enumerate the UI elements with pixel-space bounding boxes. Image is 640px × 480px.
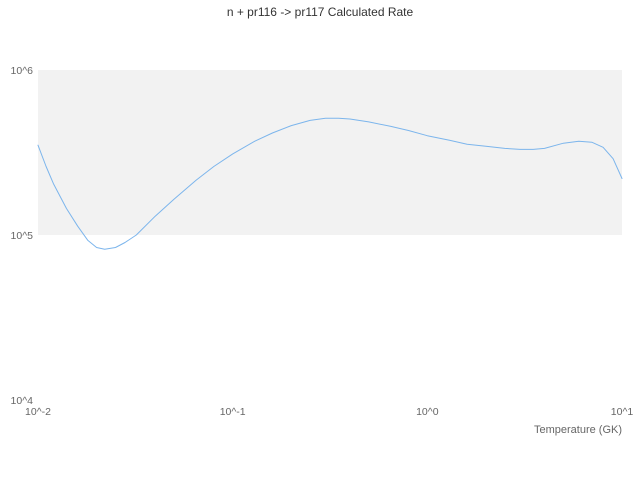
chart-title: n + pr116 -> pr117 Calculated Rate [226,5,414,19]
y-tick-label: 10^5 [11,230,34,242]
x-axis-title: Temperature (GK) [533,424,622,436]
x-tick-label: 10^-1 [220,406,246,418]
x-tick-label: 10^-2 [25,406,51,418]
y-tick-label: 10^6 [11,65,34,77]
plot-band [38,70,622,235]
x-tick-label: 10^1 [611,406,634,418]
calculated-rate-line [37,117,623,250]
x-tick-label: 10^0 [416,406,439,418]
y-tick-label: 10^4 [11,395,34,407]
